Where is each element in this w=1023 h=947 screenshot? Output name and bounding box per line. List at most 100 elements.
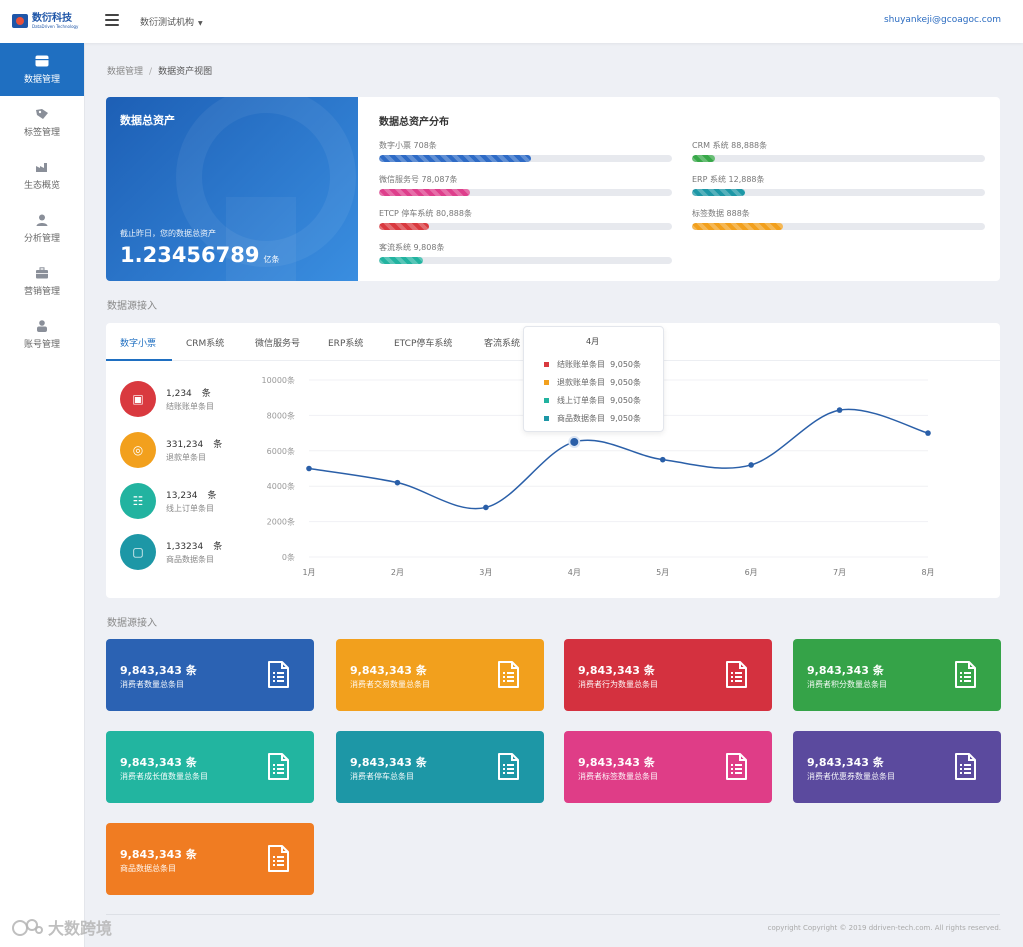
tile-label: 消费者积分数量总条目 (807, 680, 887, 689)
document-icon (268, 753, 289, 780)
logo[interactable]: 数衍科技 DataDriven Technology (12, 13, 78, 29)
distribution-track (692, 155, 985, 162)
x-tick-label: 1月 (302, 568, 315, 577)
distribution-label: 数字小票 708条 (379, 141, 437, 150)
tile-label: 消费者优惠券数量总条目 (807, 772, 895, 781)
distribution-track (379, 155, 672, 162)
user-icon (36, 214, 48, 226)
sidebar-item-label: 数据管理 (23, 74, 60, 85)
tab-crm[interactable]: CRM系统 (186, 339, 225, 349)
distribution-label: 标签数据 888条 (692, 209, 750, 218)
order-icon: ☷ (120, 483, 156, 519)
metric-tile[interactable]: 9,843,343 条消费者成长值数量总条目 (106, 731, 314, 803)
logo-mark (12, 14, 28, 28)
sidebar-item-ecosystem[interactable]: 生态概览 (0, 149, 84, 202)
breadcrumb-separator: / (149, 67, 153, 77)
goods-icon: ▢ (120, 534, 156, 570)
line-chart[interactable]: 0条 2000条 4000条 6000条 8000条 10000条 1月 2月 3月 4月 5月 6月… (256, 368, 991, 588)
breadcrumb-parent[interactable]: 数据管理 (107, 67, 144, 77)
sidebar-item-label: 账号管理 (23, 339, 60, 350)
total-asset-value: 1.23456789 亿条 (120, 243, 279, 267)
tile-value: 9,843,343 条 (120, 664, 197, 677)
stat-number: 13,234 (166, 491, 198, 501)
metric-tile[interactable]: 9,843,343 条商品数据总条目 (106, 823, 314, 895)
briefcase-icon (36, 266, 48, 278)
logo-title: 数衍科技 (32, 13, 72, 24)
sidebar-item-analysis[interactable]: 分析管理 (0, 202, 84, 255)
stat-unit: 条 (213, 440, 223, 450)
legend-dot (544, 361, 549, 367)
document-icon (268, 661, 289, 688)
series-line (308, 408, 929, 510)
footer-divider (106, 914, 1000, 915)
factory-icon (36, 162, 47, 172)
stat-unit: 条 (207, 491, 217, 501)
tooltip-label: 退款账单条目 (557, 377, 605, 387)
metric-tile[interactable]: 9,843,343 条消费者优惠券数量总条目 (793, 731, 1001, 803)
tile-label: 消费者数量总条目 (120, 680, 184, 689)
x-tick-label: 7月 (833, 568, 846, 577)
tab-etcp[interactable]: ETCP停车系统 (394, 339, 453, 349)
y-tick-label: 0条 (282, 552, 295, 562)
metric-tile[interactable]: 9,843,343 条消费者数量总条目 (106, 639, 314, 711)
section-title: 数据源接入 (107, 618, 157, 629)
document-icon (498, 661, 519, 688)
stat-value: 331,234 条 (166, 437, 222, 450)
user-email[interactable]: shuyankeji@gcoagoc.com (883, 15, 1001, 25)
distribution-fill (692, 155, 716, 162)
legend-dot (544, 415, 549, 421)
menu-toggle-icon[interactable] (105, 14, 119, 26)
tab-digital-receipt[interactable]: 数字小票 (120, 339, 157, 349)
sidebar-item-data-management[interactable]: 数据管理 (0, 43, 84, 96)
stat-label: 结账账单条目 (166, 402, 214, 411)
sidebar-item-tag-management[interactable]: 标签管理 (0, 96, 84, 149)
total-asset-caption: 截止昨日，您的数据总资产 (120, 229, 216, 238)
total-asset-number: 1.23456789 (120, 243, 260, 267)
tile-label: 消费者停车总条目 (350, 772, 414, 781)
data-point (306, 465, 312, 472)
stat-value: 1,234 条 (166, 386, 214, 399)
org-select[interactable]: 数衍测试机构 ▼ (140, 15, 203, 28)
sidebar: 数据管理 标签管理 生态概览 分析管理 营销管理 账号管理 (0, 43, 85, 947)
distribution-fill (379, 257, 423, 264)
tile-value: 9,843,343 条 (350, 756, 427, 769)
x-tick-label: 3月 (479, 568, 492, 577)
stat-value: 13,234 条 (166, 488, 217, 501)
stat-number: 331,234 (166, 440, 204, 450)
tab-wechat[interactable]: 微信服务号 (255, 339, 301, 349)
distribution-item: ERP 系统 12,888条 (692, 174, 985, 196)
receipt-icon: ▣ (120, 381, 156, 417)
stat-label: 线上订单条目 (166, 504, 214, 513)
distribution-fill (692, 223, 783, 230)
stat-number: 1,33234 (166, 542, 204, 552)
stat-value: 1,33234 条 (166, 539, 222, 552)
tooltip-row: 商品数据条目 9,050条 (544, 409, 663, 427)
metric-tile[interactable]: 9,843,343 条消费者交易数量总条目 (336, 639, 544, 711)
sidebar-item-label: 标签管理 (23, 127, 60, 138)
metric-tile[interactable]: 9,843,343 条消费者积分数量总条目 (793, 639, 1001, 711)
distribution-label: CRM 系统 88,888条 (692, 141, 768, 150)
metric-tile[interactable]: 9,843,343 条消费者标签数量总条目 (564, 731, 772, 803)
distribution-label: ERP 系统 12,888条 (692, 175, 765, 184)
active-tab-indicator (106, 359, 172, 361)
tooltip-value: 9,050条 (610, 413, 641, 423)
tile-label: 消费者行为数量总条目 (578, 680, 658, 689)
y-tick-label: 4000条 (267, 481, 295, 491)
stat-item: ▣ 1,234 条结账账单条目 (120, 381, 214, 417)
sidebar-item-account[interactable]: 账号管理 (0, 308, 84, 361)
stat-label: 退款单条目 (166, 453, 206, 462)
metric-tile[interactable]: 9,843,343 条消费者行为数量总条目 (564, 639, 772, 711)
distribution-track (692, 223, 985, 230)
metric-tile[interactable]: 9,843,343 条消费者停车总条目 (336, 731, 544, 803)
data-point (483, 504, 489, 511)
tab-traffic[interactable]: 客流系统 (484, 339, 521, 349)
breadcrumb: 数据管理 / 数据资产视图 (107, 64, 212, 77)
stat-item: ▢ 1,33234 条商品数据条目 (120, 534, 222, 570)
document-icon (498, 753, 519, 780)
tag-icon (36, 108, 48, 119)
tile-value: 9,843,343 条 (807, 756, 884, 769)
tab-erp[interactable]: ERP系统 (328, 339, 364, 349)
distribution-item: CRM 系统 88,888条 (692, 140, 985, 162)
sidebar-item-marketing[interactable]: 营销管理 (0, 255, 84, 308)
tooltip-title: 4月 (586, 337, 600, 346)
